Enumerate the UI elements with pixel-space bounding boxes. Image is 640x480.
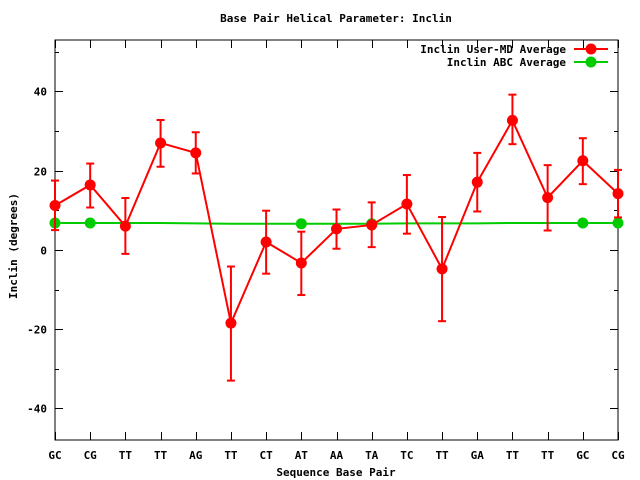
md-average-point	[331, 223, 342, 235]
x-tick-label: GA	[471, 449, 485, 462]
md-average-point	[366, 219, 378, 231]
x-axis-label: Sequence Base Pair	[276, 466, 396, 479]
x-tick-label: AG	[189, 449, 203, 462]
x-tick-label: CG	[611, 449, 625, 462]
y-axis-label: Inclin (degrees)	[7, 193, 20, 299]
md-average-point	[506, 114, 518, 126]
y-tick-label: 20	[34, 166, 47, 179]
md-average-point	[436, 263, 448, 275]
x-tick-label: TT	[541, 449, 555, 462]
y-tick-label: 0	[40, 245, 47, 258]
md-average-point	[401, 198, 413, 210]
x-tick-label: CT	[260, 449, 274, 462]
x-tick-label: CG	[84, 449, 98, 462]
abc-average-point	[84, 217, 96, 229]
md-average-point	[295, 257, 307, 269]
x-tick-label: AA	[330, 449, 344, 462]
x-tick-label: TC	[400, 449, 413, 462]
md-average-point	[542, 192, 554, 204]
md-average-point	[119, 220, 131, 232]
abc-average-point	[612, 217, 624, 229]
y-tick-label: -20	[27, 324, 47, 337]
x-tick-label: TT	[224, 449, 238, 462]
x-tick-label: TA	[365, 449, 379, 462]
md-average-point	[577, 155, 589, 167]
md-average-point	[260, 236, 272, 248]
md-average-point	[612, 188, 624, 200]
series-layer	[49, 93, 624, 382]
x-tick-label: TT	[506, 449, 520, 462]
legend-marker	[585, 43, 597, 55]
chart-title: Base Pair Helical Parameter: Inclin	[220, 12, 452, 25]
x-tick-label: TT	[119, 449, 133, 462]
md-average-point	[190, 147, 202, 159]
x-tick-label: GC	[48, 449, 61, 462]
md-average-point	[155, 137, 167, 149]
y-tick-label: 40	[34, 86, 47, 99]
legend-label: Inclin User-MD Average	[420, 43, 566, 56]
abc-average-point	[295, 218, 307, 230]
md-average-point	[49, 200, 61, 212]
md-average-point	[471, 176, 483, 188]
md-average-point	[84, 179, 96, 191]
y-tick-label: -40	[27, 403, 47, 416]
x-tick-label: AT	[295, 449, 309, 462]
x-tick-label: TT	[154, 449, 168, 462]
x-tick-label: GC	[576, 449, 589, 462]
md-average-point	[225, 317, 237, 329]
legend-label: Inclin ABC Average	[447, 56, 567, 69]
plot-frame	[54, 39, 619, 441]
abc-average-point	[577, 217, 589, 229]
x-tick-label: TT	[435, 449, 449, 462]
legend-marker	[585, 56, 597, 68]
